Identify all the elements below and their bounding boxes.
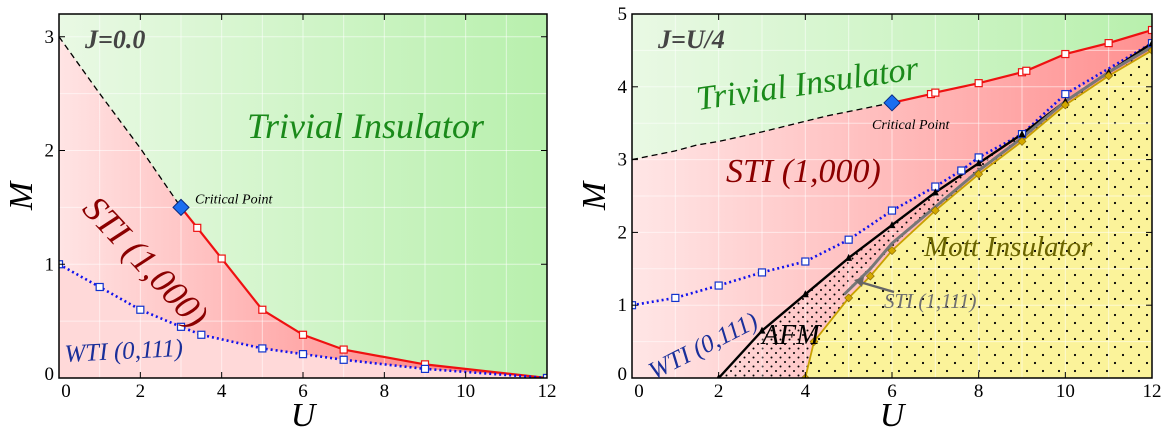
data-point — [801, 290, 809, 298]
data-point — [339, 355, 348, 364]
data-point — [176, 322, 186, 331]
data-point — [1061, 49, 1070, 59]
data-point — [298, 330, 308, 339]
panel-label: J=U/4 — [657, 25, 725, 54]
data-point — [339, 345, 348, 354]
critical-point-marker — [883, 94, 901, 112]
data-point — [542, 373, 547, 378]
region-label: Trivial Insulator — [247, 106, 485, 146]
x-tick-label: 8 — [974, 381, 984, 402]
region-label: STI (1,000) — [726, 153, 881, 190]
data-point — [258, 305, 267, 314]
data-point — [801, 257, 810, 266]
x-tick-label: 0 — [61, 381, 71, 402]
annotation-arrow — [859, 280, 895, 294]
y-tick-label: 5 — [618, 4, 628, 25]
x-tick-label: 10 — [1056, 381, 1075, 402]
grid — [59, 14, 547, 378]
region-label: AFM — [760, 320, 821, 351]
y-tick-label: 1 — [45, 254, 55, 275]
y-tick-label: 1 — [618, 295, 628, 316]
data-point — [1022, 66, 1031, 75]
data-point — [1104, 71, 1114, 81]
series-line-0 — [632, 102, 893, 161]
y-tick-label: 3 — [45, 27, 55, 48]
data-point — [1017, 136, 1027, 146]
data-point — [931, 88, 940, 97]
x-tick-label: 4 — [217, 381, 227, 402]
data-point — [758, 326, 766, 334]
y-tick-label: 4 — [618, 77, 628, 98]
data-point — [930, 206, 940, 215]
annotation-arrowhead — [854, 277, 864, 287]
data-point — [1060, 100, 1070, 110]
region-label: Mott Insulator — [923, 231, 1093, 263]
x-axis-label: U — [880, 397, 907, 430]
series-line-1 — [180, 206, 547, 378]
data-point — [1147, 25, 1152, 35]
data-point — [844, 235, 853, 244]
x-tick-label: 8 — [380, 381, 390, 402]
data-point — [217, 254, 226, 263]
series-group — [632, 25, 1152, 378]
x-tick-label: 2 — [136, 381, 146, 402]
critical-point-label: Critical Point — [872, 118, 951, 133]
data-point — [671, 293, 680, 303]
series-line-2 — [59, 263, 547, 378]
y-axis-label: M — [3, 180, 40, 211]
x-tick-label: 12 — [538, 381, 557, 402]
data-point — [1147, 45, 1152, 55]
series-line-0 — [59, 36, 182, 208]
x-tick-label: 6 — [887, 381, 897, 402]
data-point — [975, 159, 983, 167]
data-point — [197, 330, 206, 339]
data-point — [887, 246, 897, 256]
data-point — [757, 268, 767, 277]
x-tick-label: 4 — [801, 381, 811, 402]
region-label: STI (1,111) — [884, 289, 977, 313]
data-point — [865, 271, 875, 281]
region-label: WTI (0,111) — [64, 335, 184, 368]
panel-label: J=0.0 — [84, 25, 145, 54]
data-point — [714, 281, 723, 290]
y-tick-label: 0 — [45, 364, 55, 385]
data-point — [974, 79, 983, 88]
x-tick-label: 10 — [456, 381, 475, 402]
data-point — [809, 337, 819, 347]
y-tick-label: 3 — [618, 150, 628, 171]
data-point — [1018, 130, 1026, 138]
data-point — [974, 169, 984, 179]
y-axis-label: M — [576, 180, 613, 211]
data-point — [258, 344, 267, 353]
y-tick-label: 2 — [45, 141, 55, 162]
x-axis-label: U — [291, 397, 318, 430]
x-tick-label: 6 — [298, 381, 308, 402]
y-tick-label: 2 — [618, 222, 628, 243]
data-point — [420, 364, 430, 373]
x-tick-label: 2 — [714, 381, 724, 402]
y-tick-label: 0 — [618, 364, 628, 385]
x-tick-label: 0 — [634, 381, 644, 402]
critical-point-marker — [172, 198, 190, 217]
data-point — [887, 206, 897, 215]
data-point — [136, 305, 145, 314]
critical-point-label: Critical Point — [195, 192, 274, 207]
data-point — [957, 166, 966, 175]
data-point — [95, 282, 104, 292]
data-point — [888, 221, 896, 229]
data-point — [1104, 39, 1113, 48]
data-point — [298, 350, 308, 359]
data-point — [1061, 89, 1070, 99]
data-point — [1148, 39, 1152, 47]
x-tick-label: 12 — [1143, 381, 1162, 402]
data-point — [193, 223, 202, 232]
data-point — [844, 293, 854, 303]
data-point — [845, 253, 853, 261]
data-point — [931, 188, 939, 196]
